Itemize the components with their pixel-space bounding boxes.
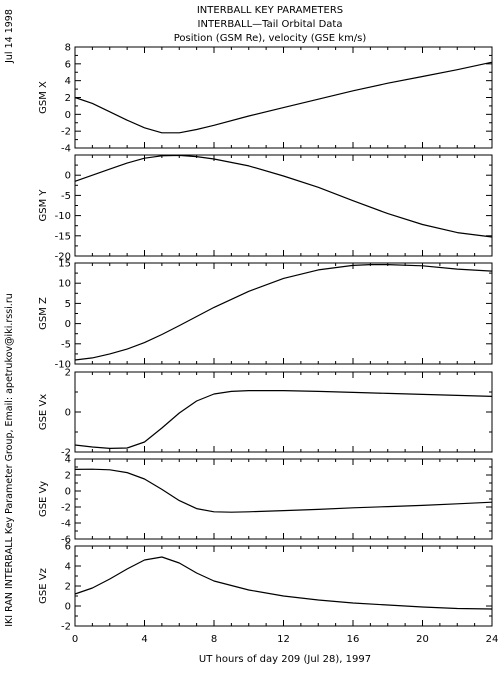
- y-tick-label: 2: [65, 368, 71, 379]
- y-axis-label: GSE Vy: [38, 481, 49, 517]
- y-tick-label: -10: [55, 360, 71, 371]
- chart-title-1: INTERBALL KEY PARAMETERS: [197, 5, 343, 16]
- panel-4: -2 0 2 GSE Vx: [38, 368, 493, 459]
- y-tick-label: -6: [61, 535, 71, 546]
- generation-date: Jul 14 1998: [4, 9, 15, 64]
- panel-frame: [74, 371, 493, 453]
- y-tick-label: 0: [65, 602, 71, 613]
- y-tick-label: 15: [58, 259, 71, 270]
- y-tick-label: -4: [61, 144, 71, 155]
- y-tick-label: 0: [65, 408, 71, 419]
- series-line: [74, 556, 493, 610]
- y-tick-label: -15: [55, 231, 71, 242]
- x-tick-label: 16: [347, 634, 360, 645]
- y-tick-label: 0: [65, 319, 71, 330]
- y-tick-label: 0: [65, 171, 71, 182]
- panel-6: -2 0 2 4 6 GSE Vz: [38, 542, 493, 633]
- x-tick-label: 4: [141, 634, 147, 645]
- x-tick-label: 20: [416, 634, 429, 645]
- y-tick-label: -5: [61, 339, 71, 350]
- y-tick-label: 2: [65, 93, 71, 104]
- panel-5: -6 -4 -2 0 2 4 GSE Vy: [38, 455, 493, 546]
- y-axis-label: GSM X: [38, 81, 49, 114]
- y-tick-label: -2: [61, 127, 71, 138]
- y-tick-label: -4: [61, 519, 71, 530]
- panel-frame: [74, 458, 493, 540]
- y-axis-label: GSM Y: [38, 189, 49, 222]
- y-tick-label: 2: [65, 471, 71, 482]
- panel-frame: [74, 154, 493, 257]
- y-tick-label: 4: [65, 76, 71, 87]
- series-line: [74, 264, 493, 361]
- y-tick-label: 6: [65, 542, 71, 553]
- y-tick-label: -2: [61, 622, 71, 633]
- chart-title-3: Position (GSM Re), velocity (GSE km/s): [174, 33, 367, 44]
- x-tick-label: 8: [211, 634, 217, 645]
- series-line: [74, 390, 493, 449]
- series-line: [74, 61, 493, 134]
- chart-title-2: INTERBALL—Tail Orbital Data: [198, 19, 343, 30]
- y-axis-label: GSE Vx: [38, 394, 49, 430]
- x-tick-label: 24: [486, 634, 499, 645]
- y-tick-label: 6: [65, 59, 71, 70]
- panel-2: -20 -15 -10 -5 0 GSM Y: [38, 154, 493, 263]
- y-tick-label: 10: [58, 279, 71, 290]
- y-tick-label: 8: [65, 43, 71, 54]
- y-tick-label: 0: [65, 487, 71, 498]
- y-tick-label: 2: [65, 582, 71, 593]
- series-line: [74, 154, 493, 238]
- y-axis-label: GSE Vz: [38, 568, 49, 604]
- y-tick-label: 5: [65, 299, 71, 310]
- y-axis-label: GSM Z: [38, 297, 49, 330]
- y-tick-label: 4: [65, 562, 71, 573]
- y-tick-label: -2: [61, 503, 71, 514]
- panel-frame: [74, 545, 493, 627]
- y-tick-label: -5: [61, 191, 71, 202]
- y-tick-label: -20: [55, 252, 71, 263]
- x-tick-label: 0: [72, 634, 78, 645]
- y-tick-label: -2: [61, 448, 71, 459]
- y-tick-label: -10: [55, 211, 71, 222]
- y-tick-label: 4: [65, 455, 71, 466]
- credit-text: IKI RAN INTERBALL Key Parameter Group, E…: [4, 293, 15, 627]
- panel-3: -10 -5 0 5 10 15 GSM Z: [38, 259, 493, 371]
- panel-1: -4 -2 0 2 4 6 8 GSM X: [38, 43, 493, 155]
- y-tick-label: 0: [65, 110, 71, 121]
- series-line: [74, 468, 493, 513]
- x-axis-label: UT hours of day 209 (Jul 28), 1997: [199, 654, 371, 665]
- x-tick-label: 12: [277, 634, 290, 645]
- panel-frame: [74, 46, 493, 149]
